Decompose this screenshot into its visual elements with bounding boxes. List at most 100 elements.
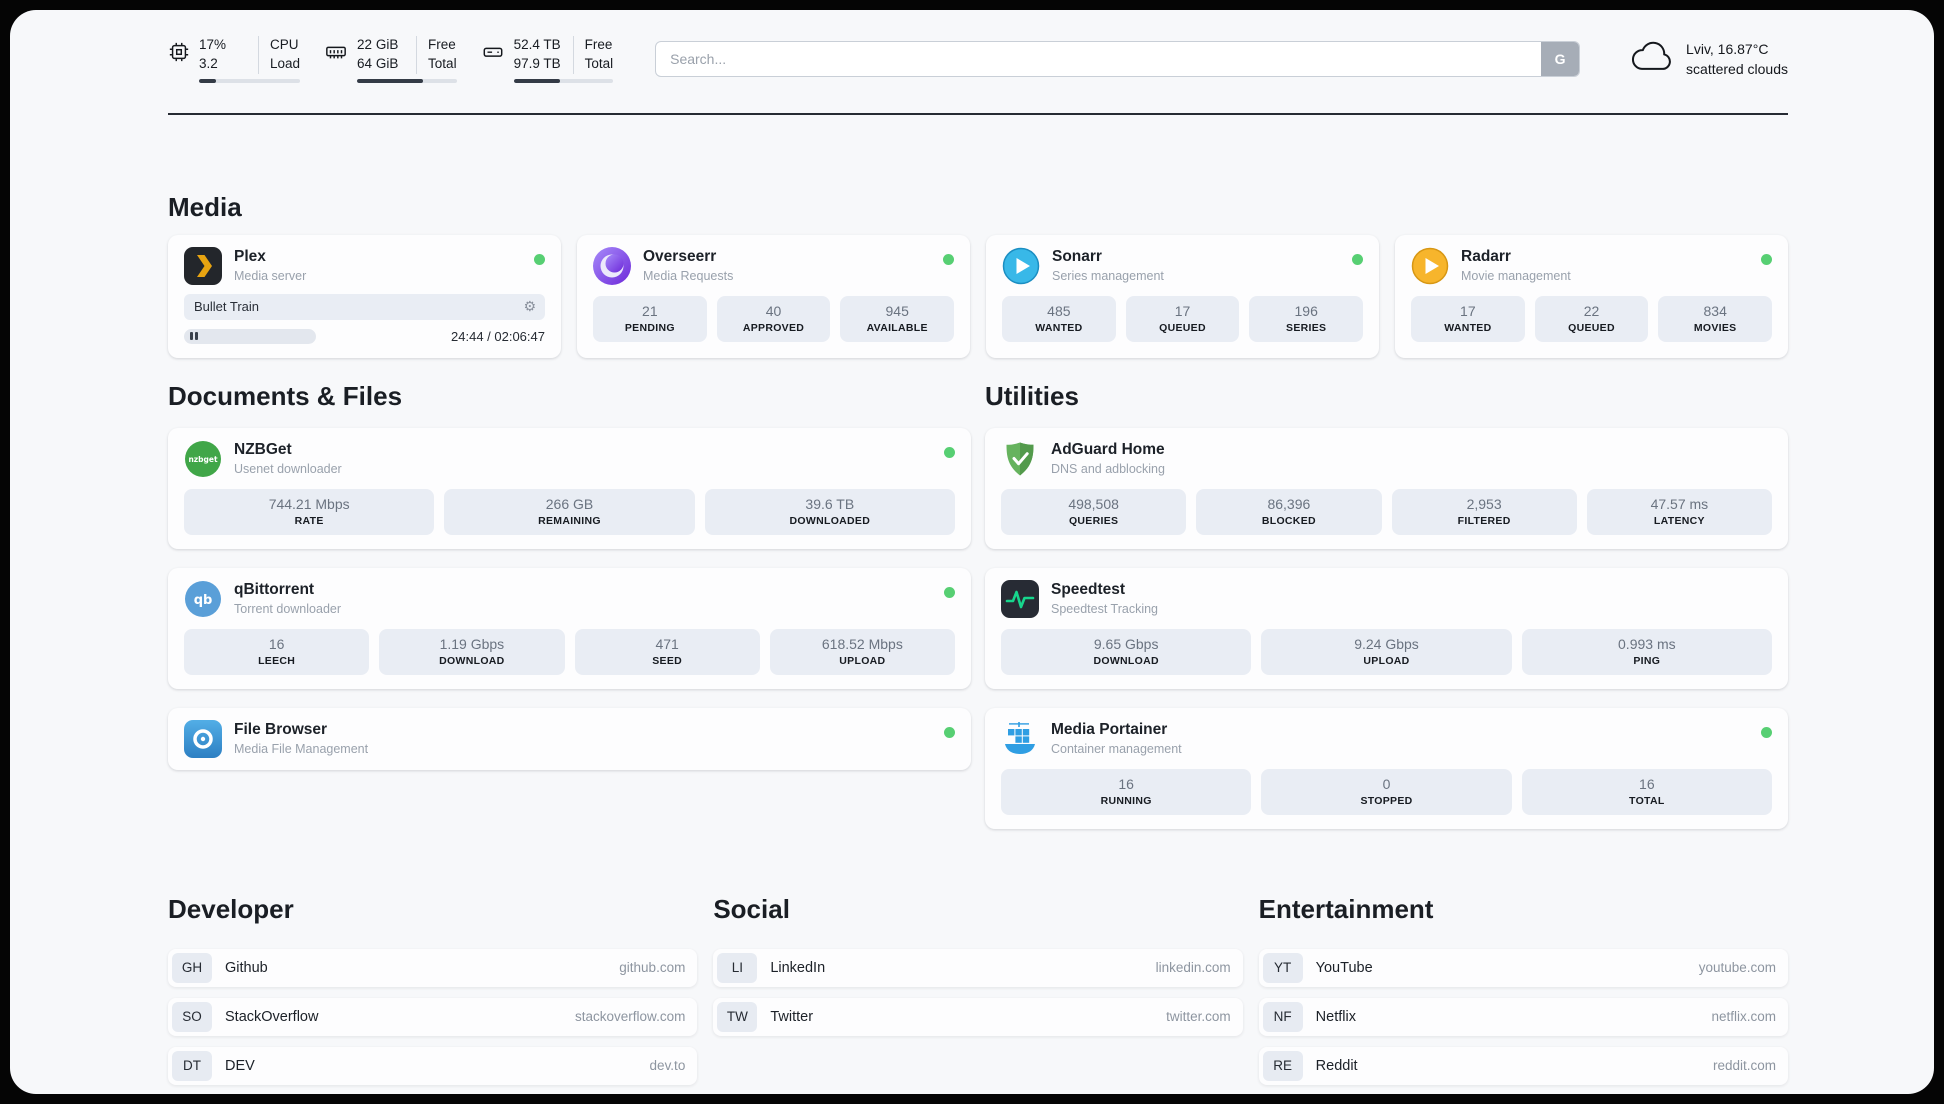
stat-upload: 9.24 Gbps UPLOAD [1261,628,1512,675]
stat-pending: 21 PENDING [593,295,707,342]
link-netflix[interactable]: NF Netflix netflix.com [1258,997,1788,1036]
memory-total-label: Total [428,55,457,71]
stat-available: 945 AVAILABLE [840,295,955,342]
plex-card[interactable]: Plex Media server Bullet Train ⚙ 24:44 [168,234,561,358]
stat-movies: 834 MOVIES [1658,295,1773,342]
memory-progress-fill [357,78,423,83]
app-name: Media Portainer [1051,721,1168,739]
cpu-progress-fill [199,78,217,83]
status-online-dot [1352,253,1363,265]
stat-ping: 0.993 ms PING [1521,628,1772,675]
developer-column: Developer GH Github github.com SO StackO… [168,893,698,1085]
link-url: dev.to [649,1058,686,1074]
disk-widget: 52.4 TB 97.9 TB Free Total [481,36,614,83]
weather-widget[interactable]: Lviv, 16.87°C scattered clouds [1630,39,1788,80]
header-divider [168,112,1788,115]
link-twitter[interactable]: TW Twitter twitter.com [713,997,1243,1036]
link-dev[interactable]: DT DEV dev.to [168,1046,698,1085]
link-reddit[interactable]: RE Reddit reddit.com [1258,1046,1788,1085]
svg-text:nzbget: nzbget [188,455,218,464]
memory-widget: 22 GiB 64 GiB Free Total [324,36,457,83]
disk-free-value: 52.4 TB [513,37,561,52]
link-abbr: YT [1262,952,1303,983]
app-name: Speedtest [1051,581,1126,599]
link-abbr: NF [1262,1001,1303,1032]
disk-total-value: 97.9 TB [513,55,561,71]
dashboard-screen: 17% 3.2 CPU Load [10,10,1934,1094]
section-title-media: Media [168,191,242,222]
app-desc: DNS and adblocking [1051,462,1165,477]
stat-latency: 47.57 ms LATENCY [1586,488,1772,535]
qbittorrent-icon: qb [184,580,222,618]
overseerr-card[interactable]: Overseerr Media Requests 21 PENDING 40 A… [577,234,970,358]
adguard-card[interactable]: AdGuard Home DNS and adblocking 498,508 … [985,427,1788,549]
disk-progress-track [513,78,614,83]
app-desc: Media server [234,269,307,284]
weather-condition: scattered clouds [1686,61,1788,78]
link-name: Github [225,959,268,976]
link-abbr: TW [717,1001,758,1032]
nzbget-card[interactable]: nzbget NZBGet Usenet downloader 744.21 M… [168,427,971,549]
qbittorrent-card[interactable]: qb qBittorrent Torrent downloader 16 [168,567,971,689]
link-youtube[interactable]: YT YouTube youtube.com [1258,948,1788,987]
stat-remaining: 266 GB REMAINING [444,488,695,535]
link-abbr: LI [717,952,758,983]
app-desc: Container management [1051,742,1182,757]
link-abbr: GH [172,952,212,983]
player-row: 24:44 / 02:06:47 [184,328,545,344]
link-url: youtube.com [1698,960,1776,976]
app-name: Radarr [1461,248,1511,266]
link-name: LinkedIn [770,959,826,976]
portainer-card[interactable]: Media Portainer Container management 16 … [985,707,1788,829]
stat-series: 196 SERIES [1249,295,1364,342]
speedtest-card[interactable]: Speedtest Speedtest Tracking 9.65 Gbps D… [985,567,1788,689]
memory-free-label: Free [428,37,456,52]
stat-running: 16 RUNNING [1001,768,1252,815]
stat-upload: 618.52 Mbps UPLOAD [769,628,955,675]
documents-column: Documents & Files nzbget NZBGet Usenet d… [168,380,971,770]
app-desc: Torrent downloader [234,602,342,617]
stat-stopped: 0 STOPPED [1261,768,1512,815]
link-name: Twitter [770,1008,814,1025]
app-desc: Speedtest Tracking [1051,602,1159,617]
cpu-percent: 17% [199,37,227,52]
speedtest-icon [1001,579,1039,618]
settings-gear-icon[interactable]: ⚙ [523,298,536,315]
memory-free-value: 22 GiB [357,37,399,52]
link-url: stackoverflow.com [575,1009,686,1025]
link-linkedin[interactable]: LI LinkedIn linkedin.com [713,948,1243,987]
utilities-column: Utilities AdGuard Home DNS and adblockin… [985,380,1788,829]
app-desc: Media File Management [234,742,369,757]
cpu-widget: 17% 3.2 CPU Load [168,36,301,83]
seek-bar[interactable] [184,328,316,344]
entertainment-column: Entertainment YT YouTube youtube.com NF … [1258,893,1788,1085]
stat-wanted: 17 WANTED [1411,295,1525,342]
disk-total-label: Total [584,55,614,71]
link-github[interactable]: GH Github github.com [168,948,698,987]
filebrowser-icon [184,719,222,758]
filebrowser-card[interactable]: File Browser Media File Management [168,707,971,770]
svg-text:qb: qb [194,593,213,608]
stat-download: 1.19 Gbps DOWNLOAD [379,628,565,675]
sonarr-card[interactable]: Sonarr Series management 485 WANTED 17 Q… [986,234,1379,358]
app-name: qBittorrent [234,581,315,599]
pause-icon[interactable] [190,332,198,341]
link-stackoverflow[interactable]: SO StackOverflow stackoverflow.com [168,997,698,1036]
search-input[interactable] [656,51,1542,68]
status-online-dot [534,253,545,265]
ram-icon [324,41,348,68]
status-online-dot [1761,253,1772,265]
radarr-card[interactable]: Radarr Movie management 17 WANTED 22 QUE… [1395,234,1788,358]
app-desc: Media Requests [643,269,734,284]
link-abbr: SO [172,1001,212,1032]
memory-progress-track [357,78,457,83]
cpu-label: CPU [270,37,299,52]
app-name: NZBGet [234,441,292,459]
weather-location: Lviv, 16.87°C [1686,41,1769,58]
status-online-dot [944,446,955,458]
section-title-entertainment: Entertainment [1258,893,1434,924]
link-name: YouTube [1315,959,1373,976]
hard-disk-icon [481,41,505,68]
disk-free-label: Free [584,37,613,52]
search-engine-button[interactable]: G [1541,42,1580,77]
